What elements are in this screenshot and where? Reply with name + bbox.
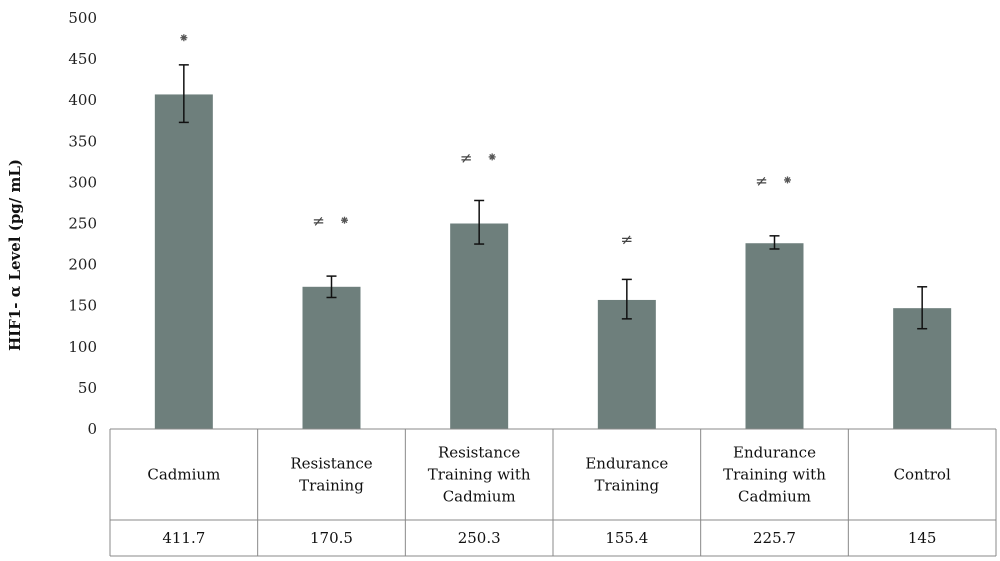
asterisk-icon [784, 176, 791, 184]
asterisk-icon [180, 34, 188, 42]
asterisk-stroke [784, 176, 791, 183]
y-tick-label: 50 [78, 379, 97, 397]
error-bar-3 [621, 278, 632, 320]
not-equal-marker: ≠ [755, 172, 768, 190]
error-bar-0 [178, 64, 189, 124]
error-bars [178, 64, 928, 330]
category-label: Control [894, 466, 951, 484]
value-cell: 145 [908, 529, 937, 547]
category-label: Training [299, 477, 364, 495]
y-tick-label: 200 [68, 256, 97, 274]
category-label: Training [595, 477, 660, 495]
value-cell: 250.3 [458, 529, 501, 547]
y-axis-label: HIF1- α Level (pg/ mL) [6, 159, 24, 351]
value-cell: 411.7 [162, 529, 205, 547]
category-label: Cadmium [443, 488, 516, 506]
value-cell: 155.4 [605, 529, 648, 547]
bar-1 [302, 286, 361, 429]
category-label: Cadmium [738, 488, 811, 506]
bar-4 [745, 243, 804, 429]
not-equal-marker: ≠ [460, 149, 473, 167]
category-label: Endurance [585, 455, 668, 473]
category-label: Resistance [290, 455, 372, 473]
y-tick-label: 500 [68, 9, 97, 27]
category-label: Cadmium [147, 466, 220, 484]
y-tick-label: 300 [68, 173, 97, 191]
bar-0 [154, 94, 213, 430]
not-equal-marker: ≠ [312, 212, 325, 230]
category-label: Training with [723, 466, 826, 484]
data-table: Cadmium 411.7 Resistance Training 170.5 Resis… [109, 428, 997, 557]
significance-markers: ≠ ≠ ≠ ≠ [180, 34, 791, 248]
y-tick-label: 0 [87, 420, 97, 438]
asterisk-stroke [341, 217, 348, 224]
y-tick-label: 450 [68, 50, 97, 68]
y-tick-label: 350 [68, 132, 97, 150]
category-label: Training with [428, 466, 531, 484]
y-axis-ticks: 0 50 100 150 200 250 300 350 400 450 500 [68, 9, 97, 438]
value-cell: 170.5 [310, 529, 353, 547]
category-label: Endurance [733, 444, 816, 462]
y-tick-label: 400 [68, 91, 97, 109]
not-equal-marker: ≠ [621, 230, 634, 248]
asterisk-icon [488, 153, 496, 161]
y-tick-label: 250 [68, 215, 97, 233]
asterisk-icon [341, 216, 348, 224]
bars [154, 94, 952, 430]
asterisk-stroke [489, 153, 496, 160]
bar-2 [450, 223, 509, 429]
bar-3 [597, 299, 656, 429]
y-tick-label: 150 [68, 297, 97, 315]
error-bar-1 [326, 275, 337, 299]
error-bar-2 [474, 199, 485, 245]
category-label: Resistance [438, 444, 520, 462]
error-bar-4 [769, 235, 780, 250]
value-cell: 225.7 [753, 529, 796, 547]
error-bar-5 [917, 286, 928, 330]
y-tick-label: 100 [68, 338, 97, 356]
asterisk-stroke [180, 34, 187, 41]
